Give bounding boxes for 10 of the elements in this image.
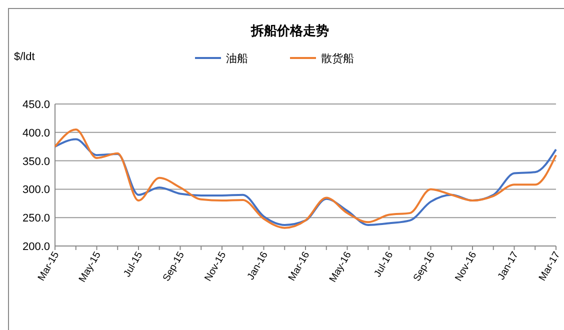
chart-title: 拆船价格走势 (250, 23, 329, 39)
y-tick-label: 300.0 (22, 184, 50, 196)
y-axis-title: $/ldt (14, 51, 35, 63)
y-tick-label: 200.0 (22, 241, 50, 253)
y-tick-label: 450.0 (22, 99, 50, 111)
y-tick-label: 250.0 (22, 212, 50, 225)
legend-label: 散货船 (321, 53, 354, 65)
legend-label: 油船 (226, 52, 248, 65)
y-tick-label: 350.0 (22, 156, 50, 168)
y-tick-label: 400.0 (22, 127, 50, 140)
